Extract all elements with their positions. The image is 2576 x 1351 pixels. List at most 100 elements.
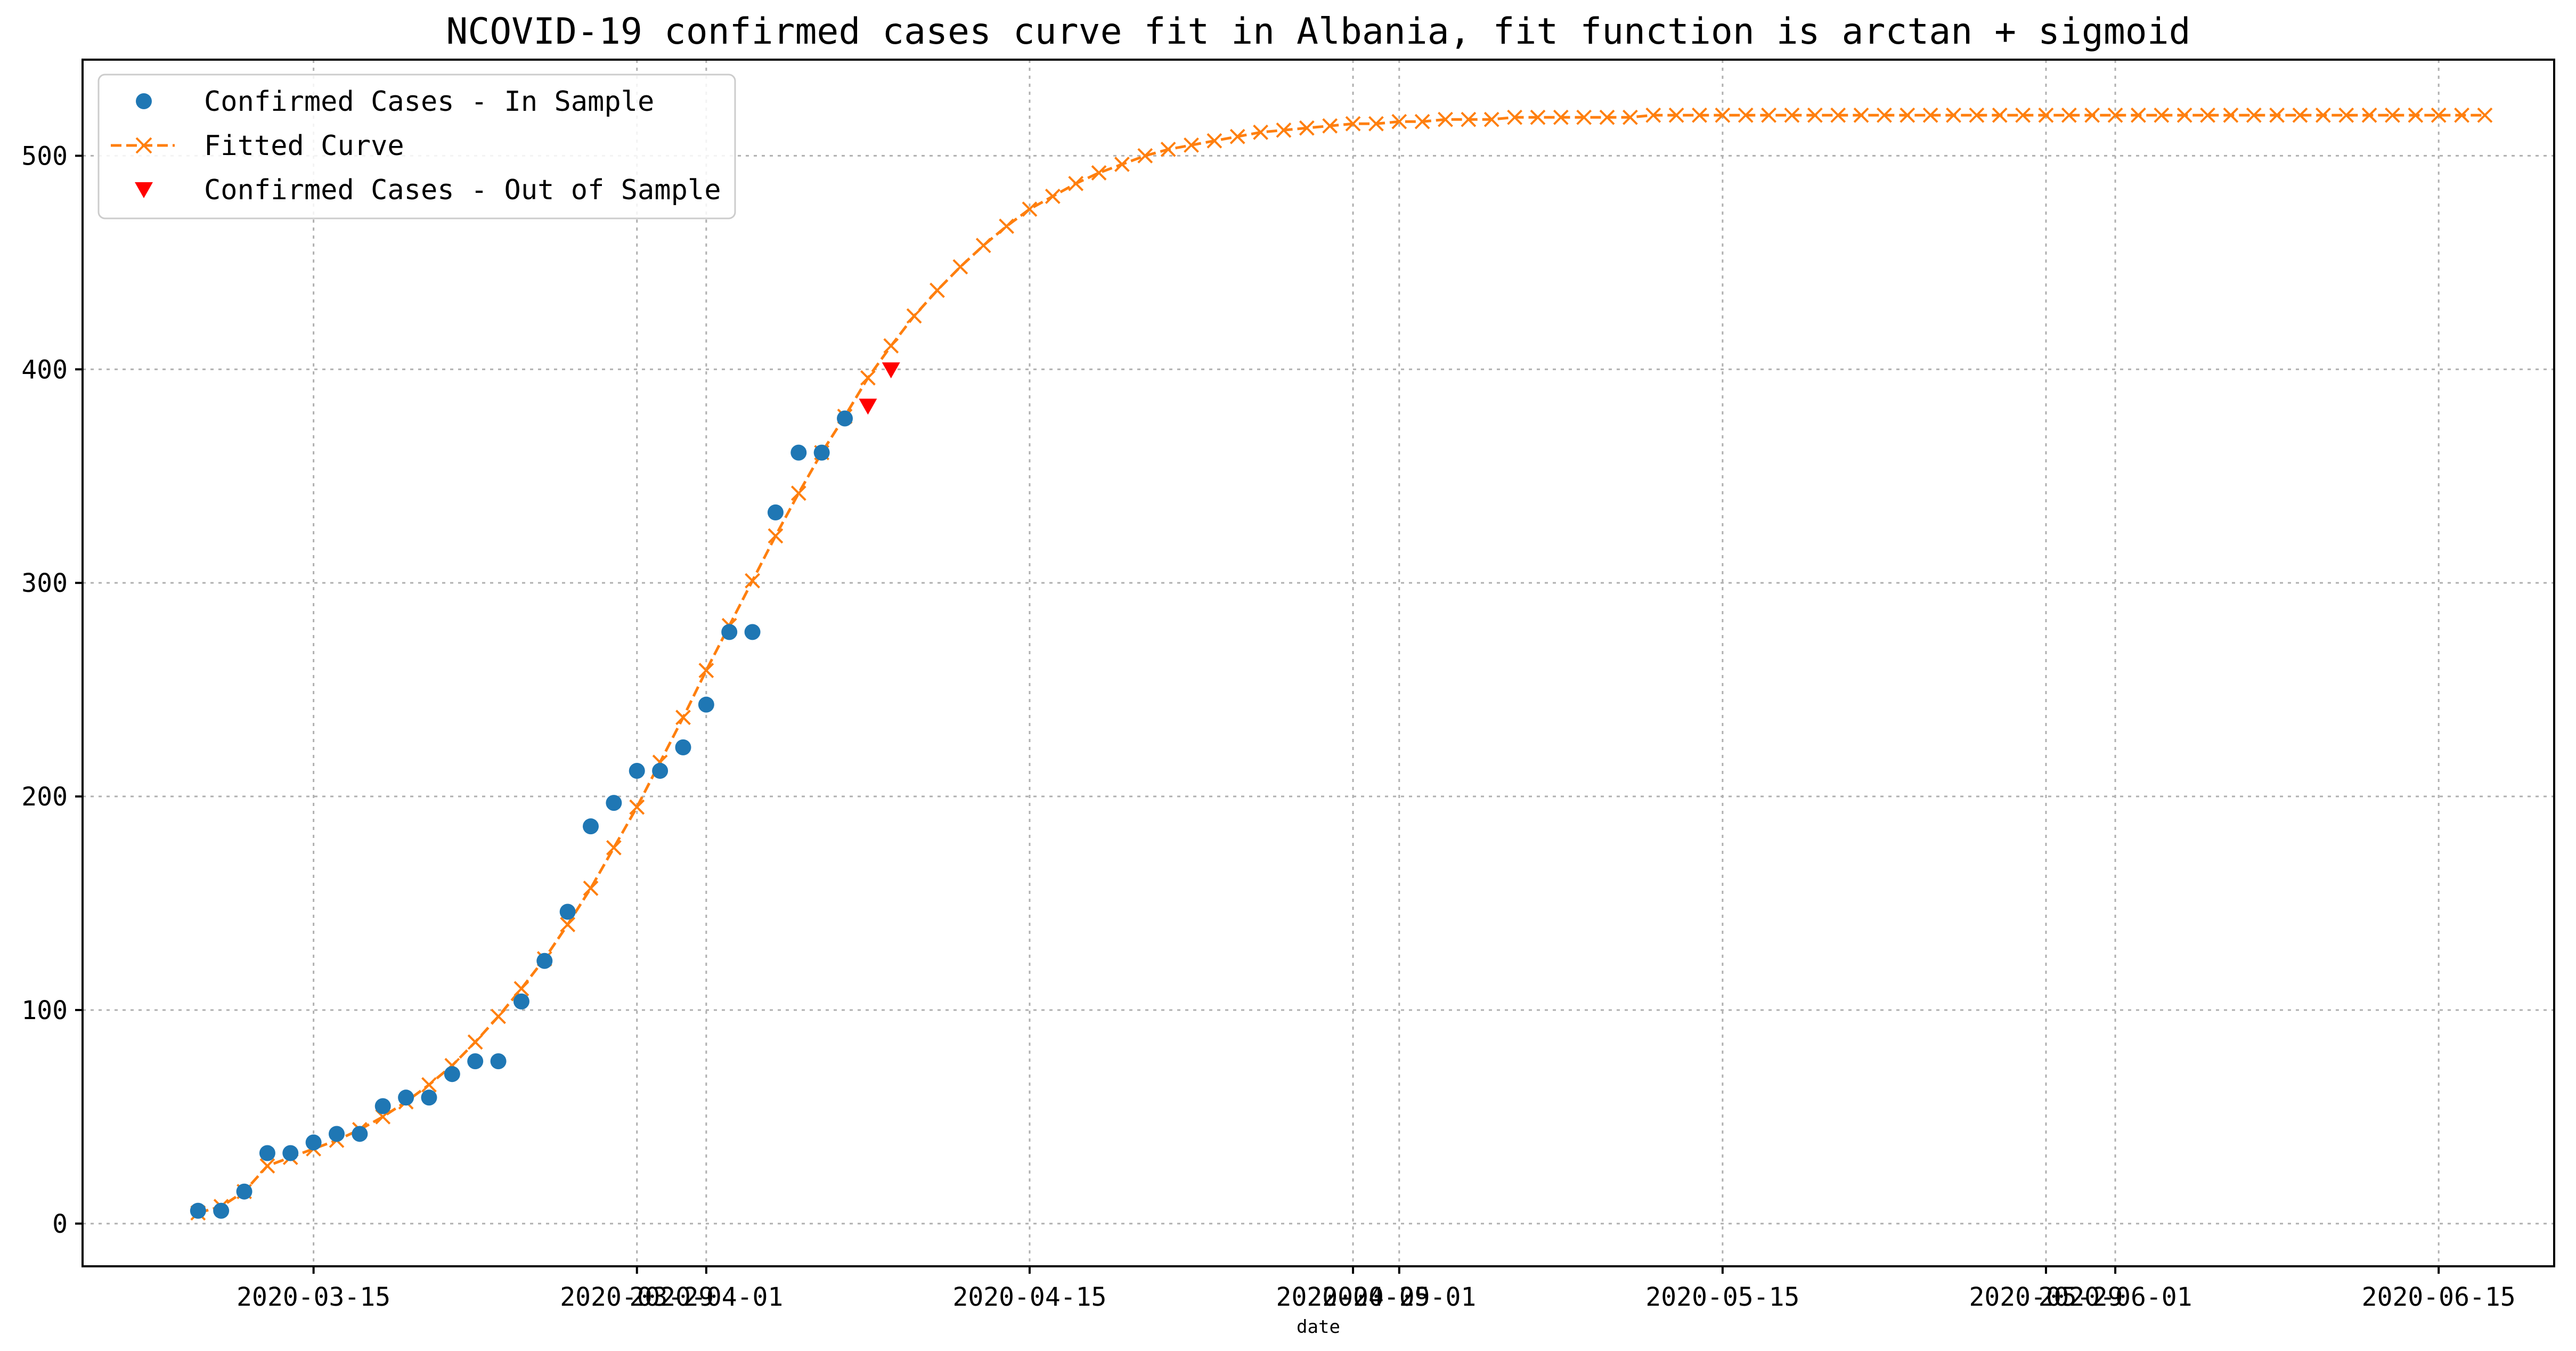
in-sample-point <box>559 904 576 920</box>
x-tick-label: 2020-04-29 <box>1276 1282 1430 1312</box>
in-sample-point <box>213 1202 230 1219</box>
fitted-curve-point <box>2154 107 2170 123</box>
x-tick-label: 2020-04-15 <box>952 1282 1106 1312</box>
in-sample-point <box>652 762 669 779</box>
x-tick-label: 2020-04-01 <box>629 1282 783 1312</box>
legend-marker-out-of-sample <box>135 182 153 198</box>
x-tick-label: 2020-03-29 <box>560 1282 714 1312</box>
in-sample-point <box>606 795 622 811</box>
fitted-curve-point <box>675 710 691 726</box>
fitted-curve-point <box>1668 107 1684 123</box>
in-sample-point <box>236 1183 252 1200</box>
fitted-curve-point <box>883 338 899 354</box>
fitted-curve-point <box>2431 107 2447 123</box>
fitted-curve-point <box>1576 109 1592 125</box>
fitted-curve-point <box>2292 107 2308 123</box>
fitted-curve-point <box>975 238 991 254</box>
fitted-curve-point <box>2061 107 2077 123</box>
fitted-curve-point <box>2385 107 2400 123</box>
in-sample-point <box>282 1145 299 1161</box>
fitted-curve-point <box>1368 116 1384 132</box>
fitted-curve-point <box>860 370 876 386</box>
in-sample-point <box>190 1202 206 1219</box>
fitted-curve-point <box>560 917 576 932</box>
in-sample-point <box>374 1098 391 1114</box>
fitted-curve-point <box>259 1158 275 1174</box>
fitted-curve-point <box>1692 107 1707 123</box>
out-of-sample-point <box>882 362 900 379</box>
fitted-curve-point <box>1114 157 1130 172</box>
fitted-curve-point <box>1738 107 1754 123</box>
in-sample-point <box>259 1145 275 1161</box>
fitted-curve-point <box>698 663 714 678</box>
grid <box>83 60 2554 1266</box>
fitted-curve-point <box>1229 128 1245 144</box>
fitted-curve-point <box>2015 107 2031 123</box>
fitted-curve-point <box>467 1034 483 1050</box>
y-tick-label: 400 <box>21 355 68 385</box>
fitted-curve-point <box>1807 107 1823 123</box>
in-sample-point <box>536 953 553 969</box>
in-sample-point <box>513 993 529 1010</box>
fitted-curve-point <box>906 308 922 324</box>
fitted-curve-point <box>2338 107 2354 123</box>
fitted-curve-point <box>2246 107 2262 123</box>
y-tick-label: 300 <box>21 568 68 598</box>
x-tick-label: 2020-06-01 <box>2039 1282 2192 1312</box>
fitted-curve-point <box>583 881 599 896</box>
fitted-curve-point <box>1900 107 1915 123</box>
fitted-curve-point <box>1091 165 1107 181</box>
fitted-curve-point <box>421 1077 437 1093</box>
legend-marker-fitted-curve <box>135 137 152 154</box>
in-sample-point <box>352 1126 368 1142</box>
fitted-curve-point <box>1946 107 1961 123</box>
fitted-curve-point <box>1414 113 1430 129</box>
fitted-curve-point <box>1761 107 1777 123</box>
in-sample-point <box>444 1066 460 1083</box>
fitted-curve-point <box>2038 107 2054 123</box>
in-sample-point <box>398 1089 414 1106</box>
fitted-curve-point <box>1645 107 1661 123</box>
legend-label-out-of-sample: Confirmed Cases - Out of Sample <box>204 174 721 206</box>
fitted-curve-point <box>1715 107 1731 123</box>
in-sample-point <box>490 1053 507 1070</box>
fitted-curve-point <box>491 1008 506 1024</box>
series-in-sample <box>190 410 853 1219</box>
fitted-curve-point <box>1461 111 1477 127</box>
in-sample-point <box>329 1126 345 1142</box>
x-tick-label: 2020-03-15 <box>237 1282 390 1312</box>
in-sample-point <box>583 818 599 835</box>
fitted-curve-point <box>2176 107 2192 123</box>
y-tick-label: 100 <box>21 996 68 1026</box>
fitted-curve-point <box>930 282 945 298</box>
fitted-curve-point <box>2361 107 2377 123</box>
x-tick-label: 2020-05-01 <box>1322 1282 1476 1312</box>
fitted-curve-point <box>1922 107 1938 123</box>
fitted-curve-point <box>1253 124 1269 140</box>
fitted-curve-point <box>2408 107 2424 123</box>
fitted-curve-point <box>1207 133 1222 149</box>
fitted-curve-point <box>1483 111 1499 127</box>
fitted-curve-point <box>1137 148 1153 164</box>
in-sample-point <box>813 444 830 461</box>
fitted-curve-line <box>198 113 2485 1215</box>
in-sample-point <box>744 624 761 640</box>
fitted-curve-point <box>2131 107 2146 123</box>
fitted-curve-point <box>1184 137 1199 153</box>
fitted-curve-point <box>1345 116 1361 132</box>
x-tick-label: 2020-06-15 <box>2362 1282 2516 1312</box>
fitted-curve-point <box>1623 109 1638 125</box>
fitted-curve-point <box>1322 118 1338 134</box>
fitted-curve-point <box>745 573 760 589</box>
fitted-curve-point <box>1877 107 1892 123</box>
in-sample-point <box>467 1053 484 1070</box>
legend-marker-in-sample <box>136 93 152 109</box>
fitted-curve-point <box>1853 107 1869 123</box>
fitted-curve-point <box>1599 109 1615 125</box>
fitted-curve-point <box>1068 176 1084 191</box>
chart-title: NCOVID-19 confirmed cases curve fit in A… <box>446 11 2190 53</box>
in-sample-point <box>767 504 784 520</box>
in-sample-point <box>790 444 807 461</box>
